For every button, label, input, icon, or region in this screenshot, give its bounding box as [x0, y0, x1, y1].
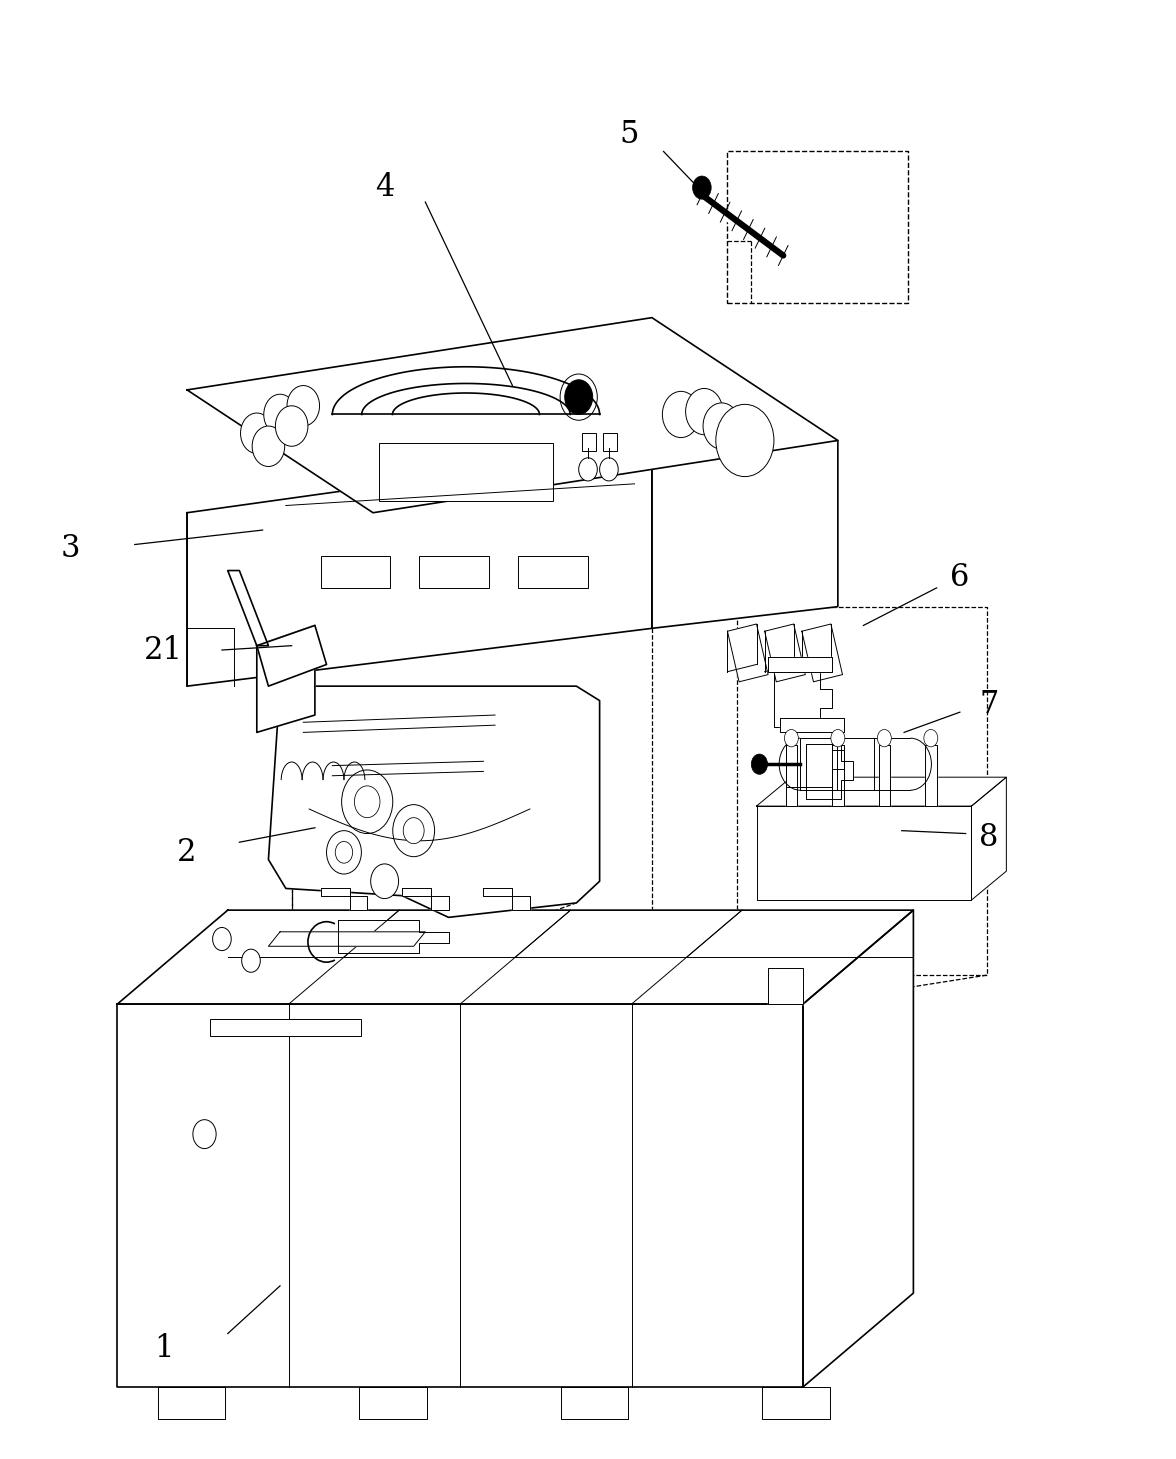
Circle shape [241, 413, 273, 454]
Circle shape [354, 786, 380, 817]
Polygon shape [878, 746, 890, 805]
Polygon shape [786, 732, 843, 788]
Circle shape [703, 403, 740, 449]
Polygon shape [268, 932, 426, 947]
Circle shape [403, 817, 425, 843]
Polygon shape [339, 921, 448, 954]
Polygon shape [802, 624, 842, 681]
Polygon shape [402, 889, 448, 910]
Circle shape [564, 379, 593, 414]
Circle shape [693, 177, 711, 198]
Polygon shape [768, 657, 833, 671]
Bar [519, 556, 588, 588]
Circle shape [327, 830, 361, 874]
Circle shape [335, 842, 353, 864]
Polygon shape [187, 318, 837, 512]
Polygon shape [774, 671, 833, 727]
Text: 3: 3 [61, 534, 81, 565]
Polygon shape [807, 744, 853, 800]
Circle shape [600, 458, 619, 481]
Text: 4: 4 [375, 172, 394, 203]
Polygon shape [971, 778, 1007, 900]
Bar [582, 433, 596, 451]
Polygon shape [256, 626, 327, 686]
Polygon shape [118, 910, 914, 1004]
Circle shape [662, 391, 700, 438]
Text: 5: 5 [619, 118, 639, 150]
Polygon shape [786, 746, 797, 805]
Polygon shape [780, 718, 843, 732]
Text: 6: 6 [950, 562, 969, 594]
Circle shape [252, 426, 285, 467]
Polygon shape [764, 624, 806, 681]
Polygon shape [360, 1388, 427, 1418]
Text: 1: 1 [154, 1332, 174, 1364]
Bar [211, 1018, 361, 1036]
Circle shape [716, 404, 774, 477]
Polygon shape [256, 626, 315, 732]
Text: 2: 2 [178, 837, 196, 868]
Polygon shape [926, 746, 936, 805]
Circle shape [579, 458, 597, 481]
Polygon shape [756, 778, 1007, 805]
Circle shape [263, 394, 296, 435]
Polygon shape [561, 1388, 628, 1418]
Polygon shape [762, 1388, 830, 1418]
Circle shape [242, 950, 260, 972]
Circle shape [393, 805, 435, 856]
Polygon shape [652, 441, 837, 629]
Polygon shape [158, 1388, 226, 1418]
Polygon shape [728, 624, 768, 681]
Polygon shape [268, 686, 600, 918]
Polygon shape [800, 738, 910, 791]
Text: 8: 8 [980, 823, 998, 854]
Polygon shape [187, 448, 652, 686]
Circle shape [877, 730, 891, 747]
Text: 21: 21 [145, 635, 183, 665]
Circle shape [784, 730, 799, 747]
Polygon shape [768, 967, 803, 1004]
Circle shape [342, 770, 393, 833]
Circle shape [287, 385, 320, 426]
Bar [603, 433, 617, 451]
Polygon shape [118, 1004, 803, 1388]
Circle shape [924, 730, 937, 747]
Circle shape [193, 1119, 216, 1148]
Polygon shape [756, 805, 971, 900]
Polygon shape [833, 746, 843, 805]
Circle shape [831, 730, 844, 747]
Bar [321, 556, 390, 588]
Bar [420, 556, 489, 588]
Polygon shape [321, 889, 367, 910]
Polygon shape [803, 910, 914, 1388]
Bar [379, 444, 553, 502]
Circle shape [686, 388, 723, 435]
Polygon shape [483, 889, 530, 910]
Circle shape [751, 754, 768, 775]
Circle shape [275, 406, 308, 446]
Circle shape [213, 928, 232, 951]
Circle shape [370, 864, 399, 899]
Polygon shape [228, 570, 268, 646]
Text: 7: 7 [980, 690, 998, 721]
